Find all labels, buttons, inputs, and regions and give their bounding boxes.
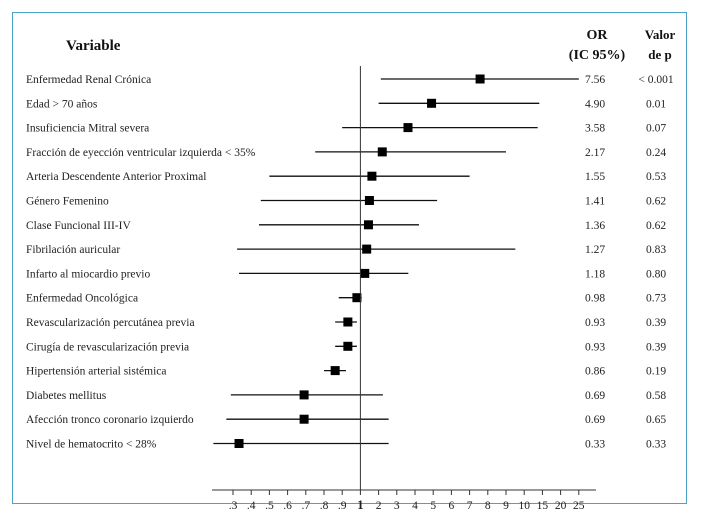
p-value: 0.53 xyxy=(646,171,666,183)
or-value: 4.90 xyxy=(585,98,605,110)
x-tick-label: 5 xyxy=(430,500,436,512)
p-value: 0.39 xyxy=(646,341,666,353)
row-label: Fibrilación auricular xyxy=(26,244,120,256)
or-point xyxy=(330,366,340,376)
row-label: Diabetes mellitus xyxy=(26,390,107,402)
or-value: 1.36 xyxy=(585,220,605,232)
or-point xyxy=(343,317,353,327)
p-value: 0.80 xyxy=(646,268,666,280)
row-label: Afección tronco coronario izquierdo xyxy=(26,414,194,426)
row-label: Clase Funcional III-IV xyxy=(26,220,131,232)
x-tick-label: .5 xyxy=(265,500,274,512)
x-tick-label: 25 xyxy=(573,500,585,512)
row-label: Nivel de hematocrito < 28% xyxy=(26,439,157,451)
x-tick-label: 6 xyxy=(449,500,455,512)
or-point xyxy=(299,414,309,424)
x-tick-label: 1 xyxy=(357,497,364,512)
or-point xyxy=(234,439,244,448)
row-label: Hipertensión arterial sistémica xyxy=(26,366,167,378)
or-value: 0.98 xyxy=(585,293,605,305)
header-valor: Valor xyxy=(645,27,676,42)
or-point xyxy=(427,98,437,108)
x-tick-label: 20 xyxy=(555,500,567,512)
or-value: 3.58 xyxy=(585,123,605,135)
x-tick-label: .6 xyxy=(283,500,292,512)
row-label: Arteria Descendente Anterior Proximal xyxy=(26,171,206,183)
row-label: Revascularización percutánea previa xyxy=(26,317,195,329)
p-value: 0.58 xyxy=(646,390,666,402)
row-label: Enfermedad Oncológica xyxy=(26,293,138,305)
x-tick-label: 3 xyxy=(394,500,400,512)
x-tick-label: 10 xyxy=(518,500,530,512)
or-value: 0.33 xyxy=(585,439,605,451)
or-value: 0.86 xyxy=(585,366,605,378)
or-point xyxy=(475,74,485,84)
row-label: Infarto al miocardio previo xyxy=(26,268,150,280)
header-variable: Variable xyxy=(66,38,121,54)
p-value: 0.19 xyxy=(646,366,666,378)
x-tick-label: .8 xyxy=(320,500,329,512)
or-value: 0.93 xyxy=(585,341,605,353)
x-tick-label: 7 xyxy=(467,500,473,512)
header-ic: (IC 95%) xyxy=(569,48,626,63)
or-value: 1.41 xyxy=(585,196,605,208)
x-tick-label: .9 xyxy=(338,500,347,512)
x-tick-label: 4 xyxy=(412,500,418,512)
p-value: 0.01 xyxy=(646,98,666,110)
row-label: Cirugía de revascularización previa xyxy=(26,341,189,353)
or-point xyxy=(343,341,353,351)
or-point xyxy=(362,244,372,254)
row-label: Enfermedad Renal Crónica xyxy=(26,74,151,86)
p-value: 0.65 xyxy=(646,414,666,426)
p-value: 0.73 xyxy=(646,293,666,305)
p-value: 0.83 xyxy=(646,244,666,256)
p-value: 0.07 xyxy=(646,123,666,135)
or-value: 0.69 xyxy=(585,414,605,426)
x-tick-label: .4 xyxy=(247,500,256,512)
or-value: 0.69 xyxy=(585,390,605,402)
or-point xyxy=(403,123,413,133)
or-value: 2.17 xyxy=(585,147,605,159)
x-tick-label: 9 xyxy=(503,500,509,512)
row-label: Fracción de eyección ventricular izquier… xyxy=(26,147,256,159)
p-value: 0.24 xyxy=(646,147,666,159)
or-point xyxy=(364,196,374,205)
header-de-p: de p xyxy=(648,47,671,62)
or-value: 1.27 xyxy=(585,244,605,256)
header-or: OR xyxy=(587,28,609,43)
row-label: Edad > 70 años xyxy=(26,98,98,110)
or-value: 0.93 xyxy=(585,317,605,329)
figure-frame xyxy=(12,12,687,504)
x-tick-label: 15 xyxy=(537,500,549,512)
or-point xyxy=(377,147,387,157)
row-label: Género Femenino xyxy=(26,196,109,208)
p-value: 0.33 xyxy=(646,439,666,451)
x-tick-label: .3 xyxy=(229,500,238,512)
p-value: < 0.001 xyxy=(638,74,673,86)
or-point xyxy=(360,268,370,278)
p-value: 0.62 xyxy=(646,220,666,232)
p-value: 0.39 xyxy=(646,317,666,329)
or-value: 7.56 xyxy=(585,74,605,86)
or-point xyxy=(352,293,362,303)
x-tick-label: .7 xyxy=(301,500,310,512)
x-tick-label: 8 xyxy=(485,500,491,512)
or-point xyxy=(363,220,373,230)
x-tick-label: 2 xyxy=(376,500,382,512)
or-value: 1.18 xyxy=(585,268,605,280)
row-label: Insuficiencia Mitral severa xyxy=(26,123,149,135)
p-value: 0.62 xyxy=(646,196,666,208)
or-value: 1.55 xyxy=(585,171,605,183)
or-point xyxy=(367,171,377,181)
or-point xyxy=(299,390,309,400)
